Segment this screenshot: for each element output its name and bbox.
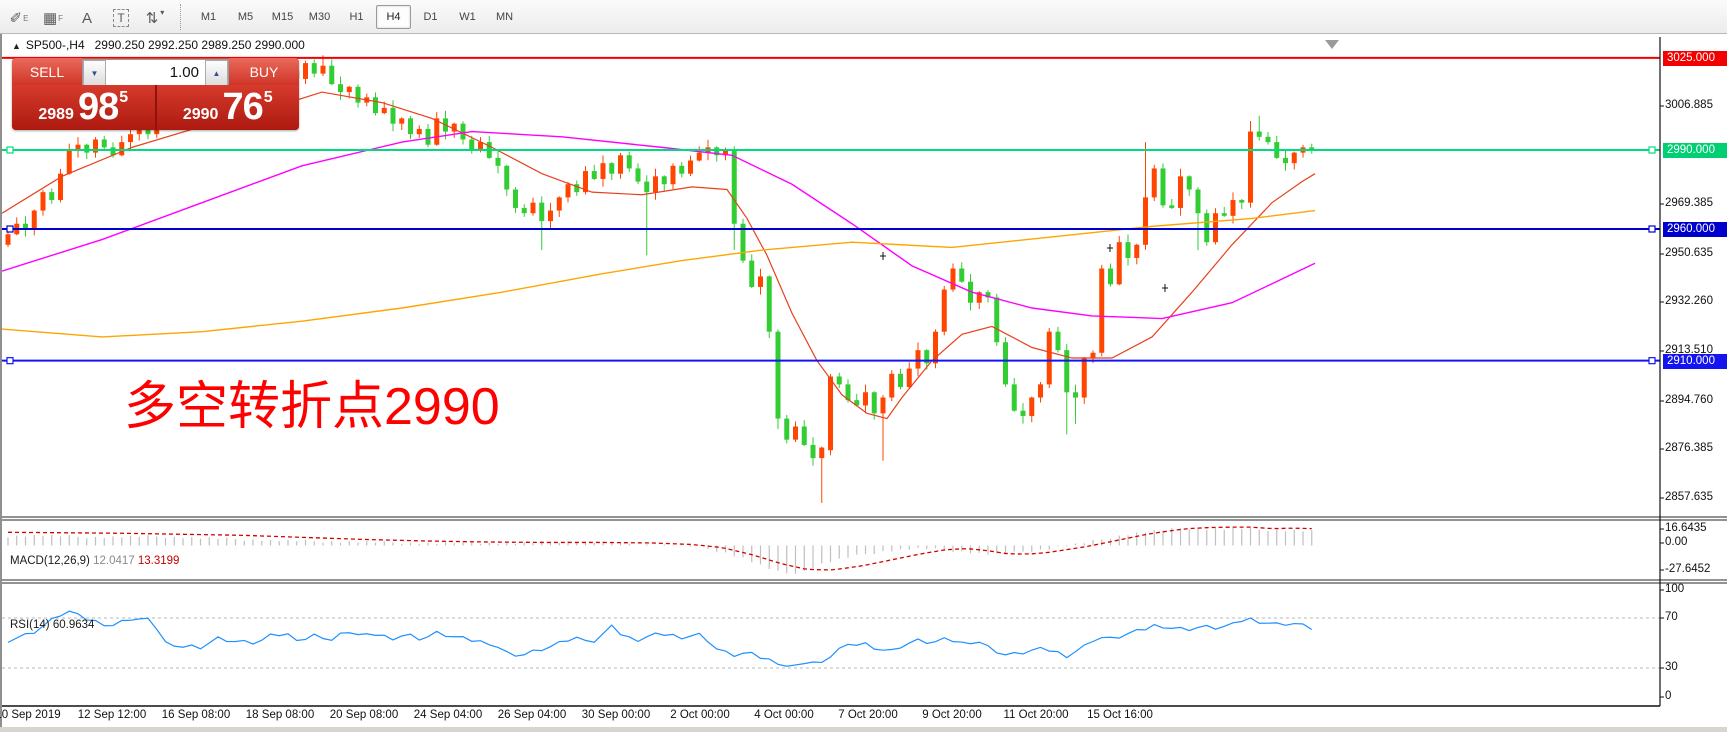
buy-button[interactable]: BUY — [229, 58, 299, 85]
price-tick-label: 2913.510 — [1665, 344, 1713, 356]
buy-price-display[interactable]: 2990 76 5 — [156, 85, 299, 130]
time-axis-label: 10 Sep 2019 — [0, 709, 61, 721]
grid-icon[interactable]: ▦ F — [42, 9, 64, 27]
timeframe-button-mn[interactable]: MN — [495, 10, 514, 23]
text-icon[interactable]: A — [81, 9, 92, 27]
sell-price-big: 98 — [77, 86, 119, 128]
rsi-current-value: 60.9634 — [52, 619, 95, 631]
window-bottom-edge — [0, 727, 1727, 732]
textbox-icon[interactable]: T — [106, 4, 136, 30]
time-axis-label: 2 Oct 00:00 — [670, 709, 730, 721]
price-level-label: 2960.000 — [1663, 221, 1727, 237]
price-level-label: 2990.000 — [1663, 142, 1727, 158]
macd-label: MACD(12,26,9) 12.0417 13.3199 — [10, 555, 180, 567]
time-axis-label: 11 Oct 20:00 — [1003, 709, 1069, 721]
buy-price-big: 76 — [222, 86, 263, 128]
one-click-trading-panel: SELL ▼ 1.00 ▲ BUY 2989 98 5 2990 76 5 — [12, 58, 299, 130]
ohlc-values: 2990.250 2992.250 2989.250 2990.000 — [94, 38, 305, 52]
time-axis-label: 7 Oct 20:00 — [838, 709, 898, 721]
collapse-icon[interactable]: ▲ — [12, 41, 21, 51]
sell-button[interactable]: SELL — [12, 58, 82, 85]
volume-stepper: ▼ 1.00 ▲ — [82, 59, 229, 87]
rsi-tick-label: 100 — [1665, 583, 1685, 595]
drawing-tools-group: ✐ E ▦ F A T ⇅ ▾ — [0, 4, 170, 30]
volume-input[interactable]: 1.00 — [169, 64, 199, 81]
price-level-label: 3025.000 — [1663, 50, 1727, 66]
timeframe-button-h4[interactable]: H4 — [376, 4, 411, 29]
toolbar-separator — [180, 3, 182, 30]
timeframe-button-w1[interactable]: W1 — [459, 10, 476, 23]
price-tick-label: 2969.385 — [1665, 197, 1713, 209]
sell-price-display[interactable]: 2989 98 5 — [12, 85, 157, 130]
time-axis-label: 9 Oct 20:00 — [922, 709, 982, 721]
macd-signal-value: 13.3199 — [137, 555, 180, 567]
time-axis-label: 18 Sep 08:00 — [245, 709, 315, 721]
timeframe-button-h1[interactable]: H1 — [349, 10, 364, 23]
chart-annotation-text: 多空转折点2990 — [124, 378, 500, 436]
time-axis-label: 30 Sep 00:00 — [581, 709, 651, 721]
chart-header: ▲ SP500-,H4 2990.250 2992.250 2989.250 299… — [12, 38, 305, 52]
chart-window[interactable]: ▲ SP500-,H4 2990.250 2992.250 2989.250 299… — [0, 34, 1727, 732]
time-axis-label: 26 Sep 04:00 — [497, 709, 567, 721]
macd-tick-label: 0.00 — [1665, 536, 1688, 548]
macd-tick-label: 16.6435 — [1665, 522, 1707, 534]
price-tick-label: 2932.260 — [1665, 295, 1713, 307]
timeframe-button-m1[interactable]: M1 — [200, 10, 217, 23]
chart-canvas[interactable] — [2, 34, 1727, 732]
volume-increase-button[interactable]: ▲ — [205, 60, 228, 87]
time-axis-label: 15 Oct 16:00 — [1087, 709, 1153, 721]
time-axis-label: 20 Sep 08:00 — [329, 709, 399, 721]
price-level-label: 2910.000 — [1663, 353, 1727, 369]
timeframe-group: M1 M5 M15 M30 H1 H4 D1 W1 MN — [190, 4, 523, 29]
price-tick-label: 2857.635 — [1665, 491, 1713, 503]
buy-price-sup: 5 — [263, 89, 273, 106]
macd-tick-label: -27.6452 — [1665, 563, 1711, 575]
timeframe-button-d1[interactable]: D1 — [423, 10, 438, 23]
rsi-tick-label: 70 — [1665, 611, 1678, 623]
price-tick-label: 3006.885 — [1665, 99, 1713, 111]
price-tick-label: 2950.635 — [1665, 247, 1713, 259]
rsi-tick-label: 0 — [1665, 690, 1672, 702]
time-axis-label: 16 Sep 08:00 — [161, 709, 231, 721]
price-tick-label: 2894.760 — [1665, 394, 1713, 406]
time-axis-label: 4 Oct 00:00 — [754, 709, 814, 721]
arrows-icon[interactable]: ⇅ ▾ — [145, 7, 165, 27]
time-axis-label: 12 Sep 12:00 — [77, 709, 147, 721]
volume-decrease-button[interactable]: ▼ — [83, 60, 106, 87]
rsi-tick-label: 30 — [1665, 661, 1678, 673]
draw-styles-icon[interactable]: ✐ E — [9, 9, 29, 27]
timeframe-button-m30[interactable]: M30 — [308, 10, 331, 23]
price-tick-label: 2876.385 — [1665, 442, 1713, 454]
timeframe-button-m5[interactable]: M5 — [237, 10, 254, 23]
toolbar: ✐ E ▦ F A T ⇅ ▾ M1 M5 M15 M30 H1 H4 D1 W1 MN — [0, 0, 1727, 34]
buy-price-prefix: 2990 — [182, 106, 219, 123]
macd-main-value: 12.0417 — [93, 555, 135, 567]
sell-price-prefix: 2989 — [38, 106, 74, 123]
symbol-label: SP500-,H4 — [25, 38, 85, 52]
rsi-label: RSI(14) 60.9634 — [10, 619, 95, 631]
time-axis-label: 24 Sep 04:00 — [413, 709, 483, 721]
sell-price-sup: 5 — [119, 89, 129, 106]
timeframe-button-m15[interactable]: M15 — [271, 10, 294, 23]
